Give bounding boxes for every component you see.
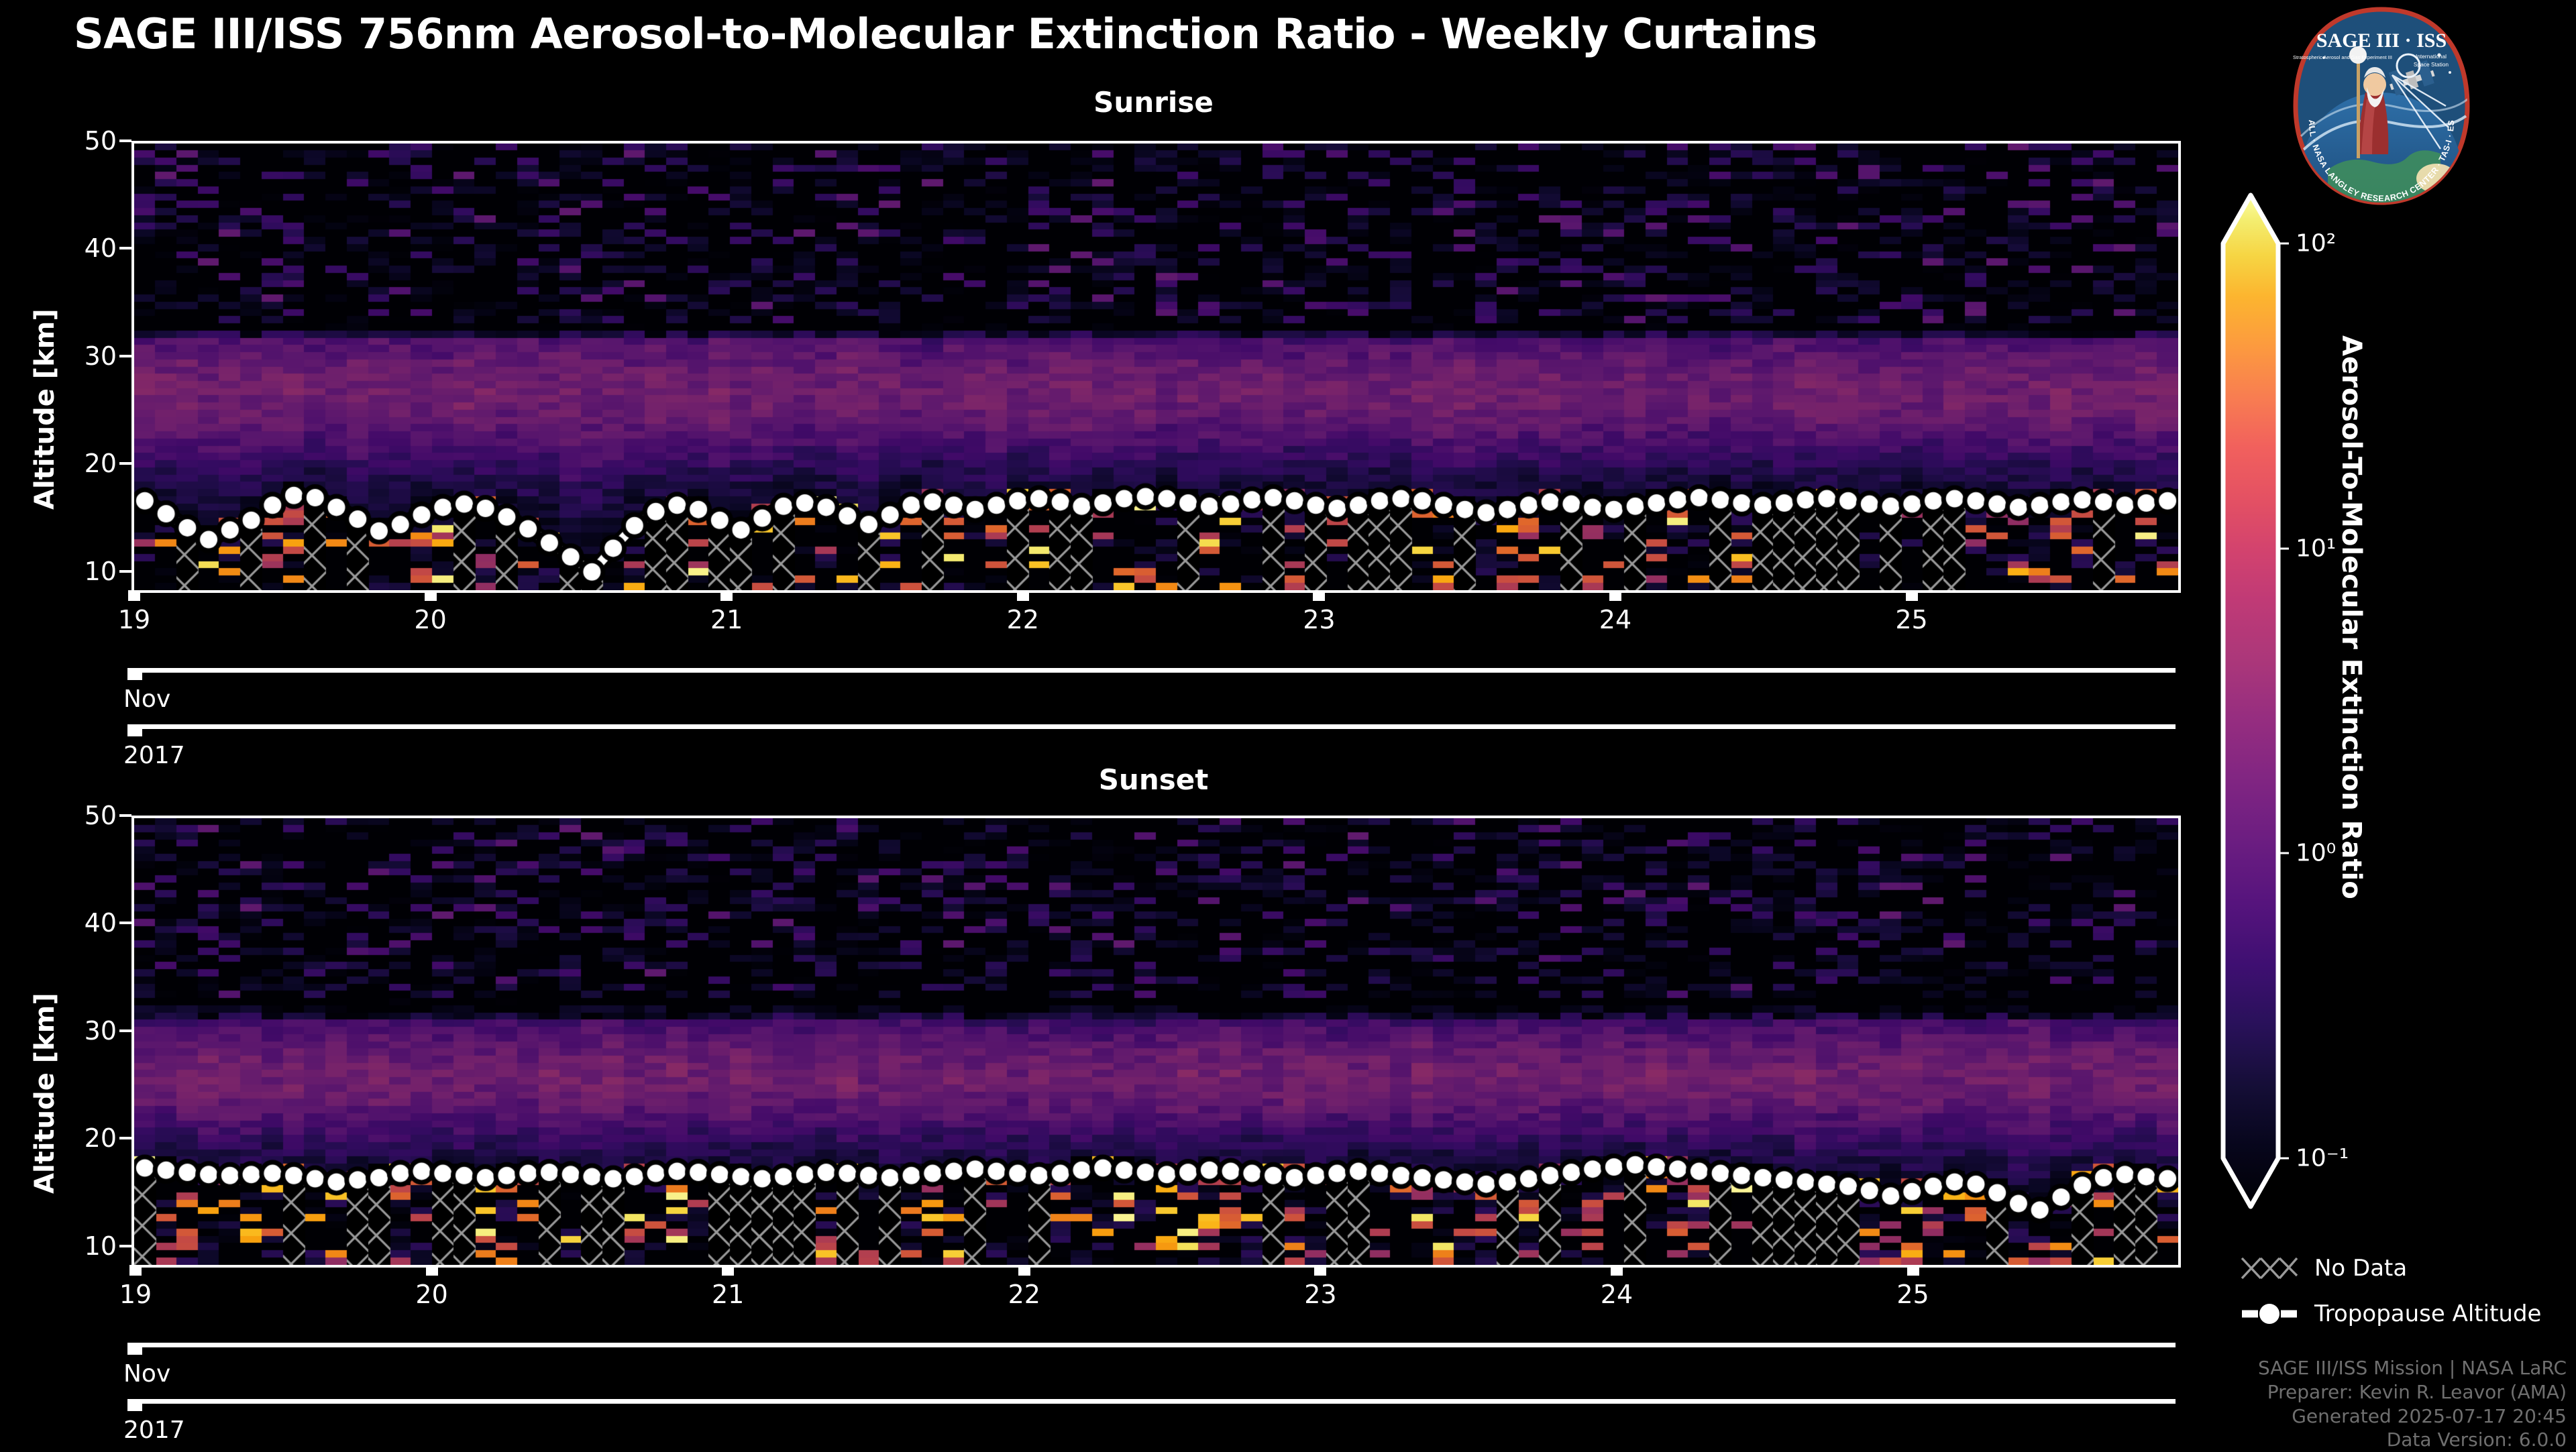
x-tick-mark <box>1314 1265 1327 1276</box>
panel-title-sunrise: Sunrise <box>1093 86 1214 119</box>
colorbar-tick-label: 10¹ <box>2296 535 2337 563</box>
x-tick-mark <box>1016 590 1029 601</box>
colorbar-tick-mark <box>2278 242 2289 245</box>
legend-item-tropopause: Tropopause Altitude <box>2241 1298 2541 1329</box>
month-tick-mark <box>127 668 142 680</box>
month-label: Nov <box>123 685 171 713</box>
colorbar-tick-mark <box>2278 1157 2289 1160</box>
year-label: 2017 <box>123 742 185 769</box>
colorbar-label: Aerosol-To-Molecular Extinction Ratio <box>2336 335 2367 899</box>
x-tick-mark <box>1313 590 1326 601</box>
footer-line-mission: SAGE III/ISS Mission | NASA LaRC <box>2258 1357 2567 1379</box>
y-tick-mark <box>119 569 131 573</box>
dashed-circle-line-icon <box>2242 1304 2297 1324</box>
svg-text:International: International <box>2416 53 2447 60</box>
y-tick-label: 20 <box>84 1123 117 1154</box>
y-tick-label: 20 <box>84 449 117 479</box>
footer-line-preparer: Preparer: Kevin R. Leavor (AMA) <box>2267 1380 2567 1403</box>
y-tick-mark <box>119 462 131 465</box>
y-tick-label: 40 <box>84 908 117 938</box>
footer-credits: SAGE III/ISS Mission | NASA LaRC Prepare… <box>2258 1356 2567 1452</box>
x-tick-label: 21 <box>710 605 743 634</box>
y-tick-mark <box>119 1244 131 1247</box>
y-tick-label: 40 <box>84 233 117 264</box>
plot-area-sunset <box>131 816 2181 1268</box>
month-axis-line <box>127 668 2176 673</box>
y-tick-label: 10 <box>84 1231 117 1261</box>
y-tick-mark <box>119 247 131 250</box>
month-axis-line <box>127 1343 2176 1347</box>
x-tick-mark <box>425 1265 438 1276</box>
colorbar-tick-label: 10⁻¹ <box>2296 1144 2349 1172</box>
page-title: SAGE III/ISS 756nm Aerosol-to-Molecular … <box>74 9 1817 58</box>
y-tick-label: 30 <box>84 1015 117 1046</box>
footer-line-version: Data Version: 6.0.0 <box>2386 1429 2567 1451</box>
x-tick-mark <box>128 590 140 601</box>
x-tick-label: 20 <box>415 1280 448 1309</box>
x-tick-mark <box>1609 590 1621 601</box>
x-tick-label: 23 <box>1303 605 1336 634</box>
x-tick-label: 25 <box>1896 1280 1929 1309</box>
x-tick-label: 19 <box>119 1280 152 1309</box>
x-tick-mark <box>1907 1265 1919 1276</box>
footer-line-generated: Generated 2025-07-17 20:45 <box>2292 1404 2567 1427</box>
x-tick-label: 24 <box>1599 605 1632 634</box>
x-tick-mark <box>129 1265 142 1276</box>
x-tick-label: 23 <box>1304 1280 1337 1309</box>
y-tick-label: 50 <box>84 801 117 830</box>
x-tick-label: 21 <box>712 1280 745 1309</box>
month-tick-mark <box>127 1343 142 1355</box>
svg-text:Space Station: Space Station <box>2414 61 2449 68</box>
x-tick-label: 22 <box>1008 1280 1040 1309</box>
x-tick-mark <box>1610 1265 1623 1276</box>
colorbar-tick-label: 10⁰ <box>2296 839 2337 867</box>
logo-subtitle-left: Stratospheric Aerosol and Gas Experiment… <box>2293 54 2392 60</box>
y-tick-mark <box>119 922 131 925</box>
x-tick-mark <box>1018 1265 1030 1276</box>
colorbar-tick-mark <box>2278 547 2289 550</box>
x-tick-label: 24 <box>1600 1280 1633 1309</box>
sage-iii-iss-logo: BALL · NASA LANGLEY RESEARCH CENTER · TA… <box>2277 0 2482 207</box>
x-tick-mark <box>722 1265 735 1276</box>
x-tick-label: 20 <box>414 605 447 634</box>
y-tick-mark <box>119 814 131 817</box>
colorbar-tick-label: 10² <box>2296 229 2337 258</box>
legend-item-no-data: No Data <box>2241 1253 2407 1284</box>
y-tick-mark <box>119 354 131 357</box>
month-label: Nov <box>123 1360 171 1388</box>
colorbar-tick-mark <box>2278 852 2289 854</box>
year-axis-line <box>127 724 2176 729</box>
y-tick-label: 10 <box>84 556 117 586</box>
x-tick-label: 22 <box>1006 605 1039 634</box>
x-tick-label: 19 <box>117 605 151 634</box>
y-tick-label: 30 <box>84 341 117 371</box>
logo-title: SAGE III · ISS <box>2316 30 2447 52</box>
x-tick-label: 25 <box>1895 605 1928 634</box>
x-tick-mark <box>720 590 733 601</box>
hatch-x-icon <box>2241 1257 2298 1280</box>
year-tick-mark <box>127 724 142 736</box>
x-tick-mark <box>424 590 437 601</box>
y-tick-mark <box>119 139 131 142</box>
y-tick-mark <box>119 1137 131 1140</box>
y-tick-label: 50 <box>84 126 117 156</box>
year-tick-mark <box>127 1399 142 1411</box>
x-tick-mark <box>1905 590 1918 601</box>
year-label: 2017 <box>123 1416 185 1444</box>
legend-label-no-data: No Data <box>2314 1255 2408 1282</box>
y-tick-mark <box>119 1029 131 1032</box>
plot-area-sunrise <box>131 141 2181 593</box>
panel-title-sunset: Sunset <box>1098 763 1209 796</box>
year-axis-line <box>127 1399 2176 1404</box>
legend-label-tropopause: Tropopause Altitude <box>2314 1300 2542 1327</box>
